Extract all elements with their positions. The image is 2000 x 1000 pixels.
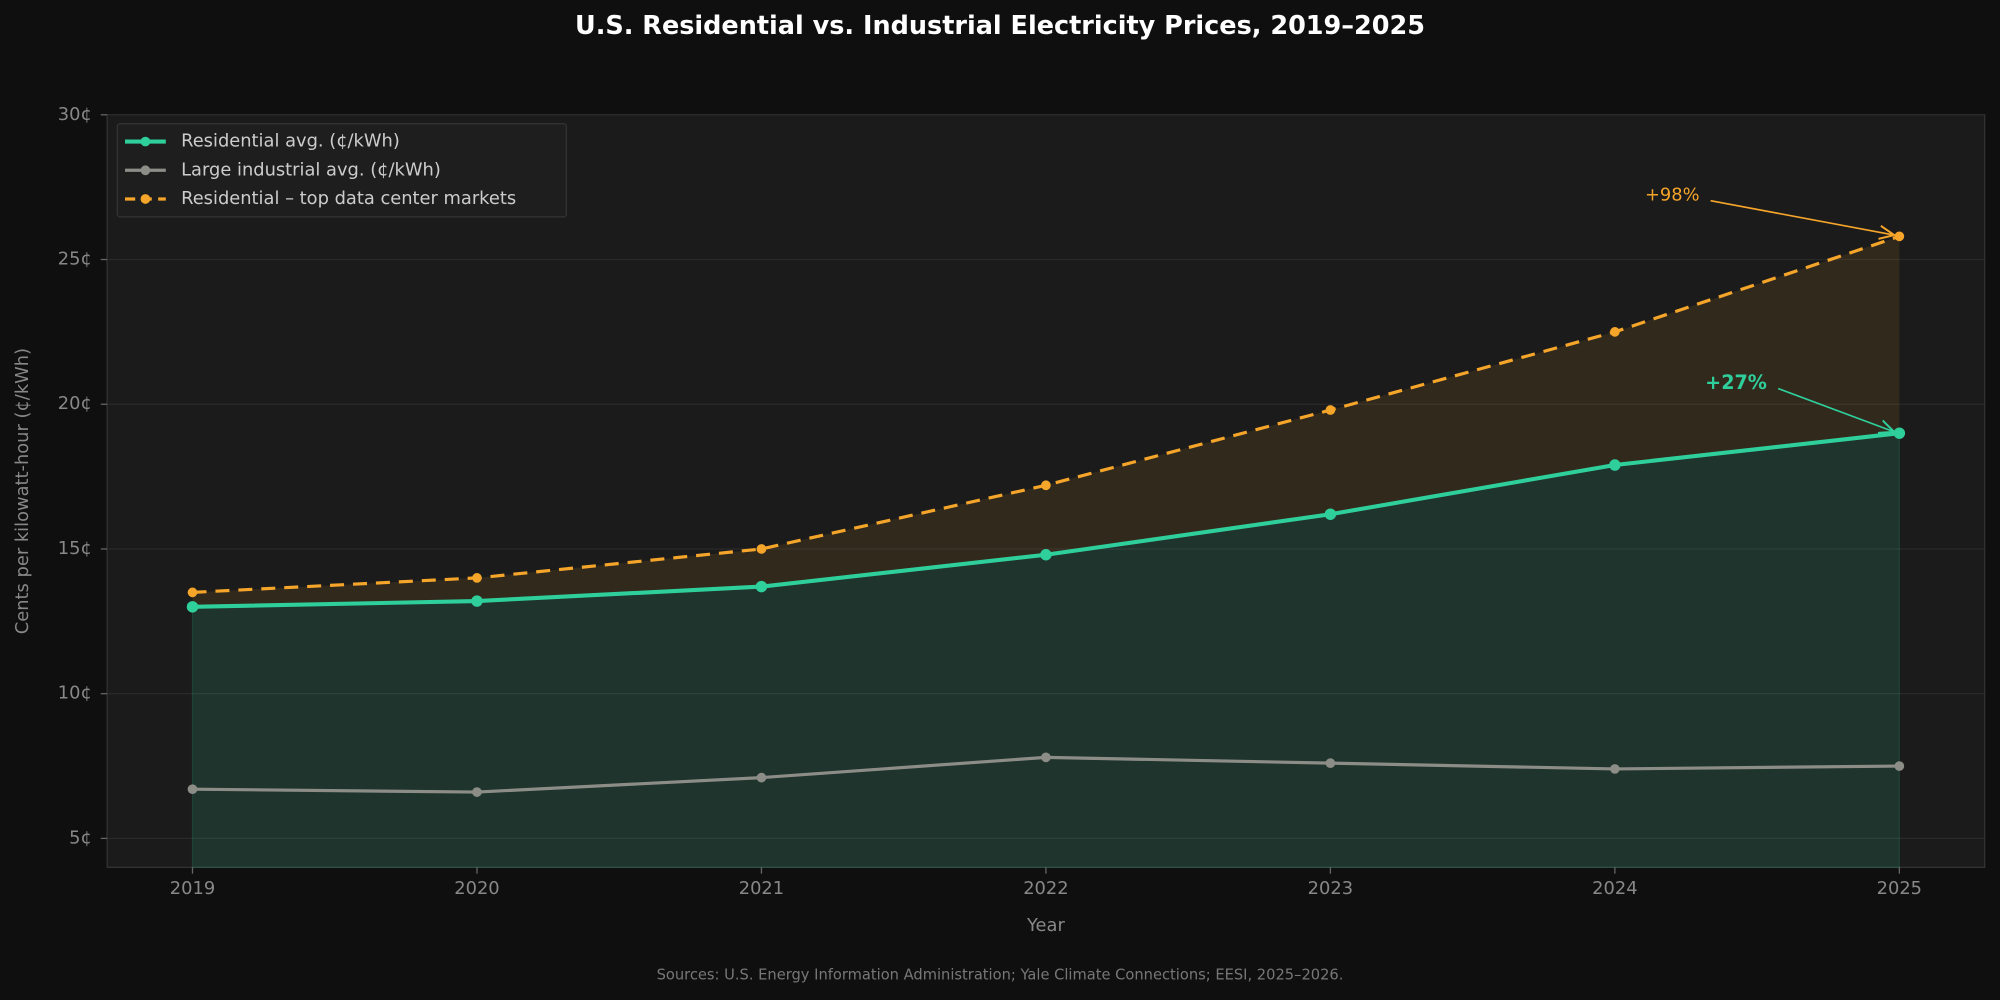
x-tick-label: 2023 (1308, 878, 1353, 899)
data-point (472, 573, 482, 583)
x-axis-label: Year (1026, 915, 1065, 936)
x-tick-label: 2020 (454, 878, 499, 899)
x-tick-label: 2019 (170, 878, 215, 899)
legend-label: Large industrial avg. (¢/kWh) (181, 159, 441, 180)
y-tick-label: 30¢ (58, 104, 92, 125)
y-tick-label: 10¢ (58, 683, 92, 704)
data-point (186, 601, 199, 613)
data-point (1325, 758, 1336, 768)
data-point (1893, 427, 1906, 439)
legend-marker (140, 165, 151, 176)
data-point (756, 544, 767, 554)
annotation: +27% (1705, 371, 1767, 394)
data-point (755, 580, 768, 593)
data-point (472, 787, 482, 797)
plot-area (106, 114, 1986, 868)
annotation-arrow (1777, 387, 1894, 432)
data-point (471, 595, 483, 607)
data-point (1324, 508, 1337, 520)
y-tick-label: 5¢ (69, 827, 92, 848)
data-point (756, 772, 767, 783)
legend-marker (140, 194, 151, 204)
data-point (1610, 764, 1620, 774)
data-point (1894, 231, 1905, 242)
data-point (1609, 459, 1621, 471)
data-point (187, 587, 198, 598)
y-tick-label: 25¢ (58, 249, 92, 270)
y-tick-label: 20¢ (58, 393, 92, 414)
y-tick-label: 15¢ (58, 538, 92, 559)
area-band (192, 236, 1900, 607)
data-point (1041, 480, 1051, 491)
source-note: Sources: U.S. Energy Information Adminis… (657, 967, 1344, 984)
x-tick-label: 2025 (1877, 878, 1922, 899)
y-axis-label: Cents per kilowatt-hour (¢/kWh) (12, 348, 33, 634)
data-point (1610, 327, 1620, 337)
annotation-arrow (1710, 199, 1895, 235)
legend-label: Residential – top data center markets (181, 188, 516, 209)
x-tick-label: 2021 (739, 878, 784, 899)
data-point (1325, 405, 1336, 415)
legend-marker (140, 136, 151, 147)
x-tick-label: 2022 (1023, 878, 1068, 899)
annotation: +98% (1645, 185, 1700, 206)
legend-label: Residential avg. (¢/kWh) (181, 131, 400, 152)
data-point (1894, 761, 1905, 771)
chart-title: U.S. Residential vs. Industrial Electric… (575, 11, 1425, 41)
data-point (187, 784, 198, 795)
legend-box (116, 123, 567, 218)
data-point (1041, 752, 1051, 763)
x-tick-label: 2024 (1592, 878, 1637, 899)
data-point (1040, 549, 1052, 561)
